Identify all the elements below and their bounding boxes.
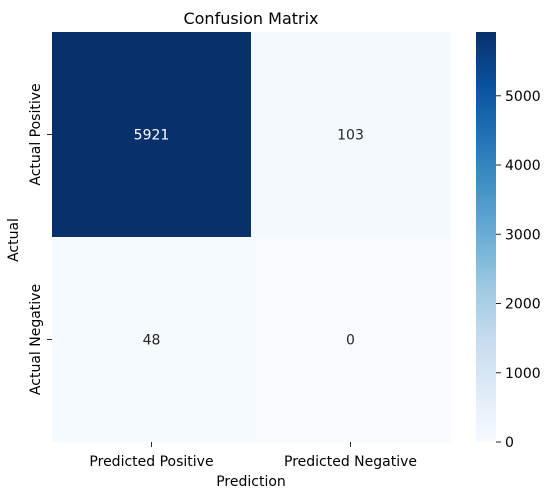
heatmap-cell [52,32,252,238]
heatmap-cells [52,32,451,443]
y-axis-label: Actual [6,218,22,262]
chart-title: Confusion Matrix [183,9,318,28]
cell-value-label: 5921 [134,128,170,144]
colorbar-tick-label: 1000 [505,366,541,382]
colorbar-tick-label: 3000 [505,227,541,243]
y-axis: Actual Positive Actual Negative [28,83,52,395]
cell-value-label: 48 [143,333,161,349]
cell-value-label: 0 [346,333,355,349]
x-tick-label: Predicted Positive [89,454,213,470]
heatmap-cell [251,32,451,238]
colorbar-gradient [476,32,496,442]
colorbar-tick-label: 0 [505,435,514,451]
heatmap-cell-labels: 5921 103 48 0 [134,128,364,349]
heatmap-cell [251,237,451,443]
x-axis-label: Prediction [216,474,286,490]
x-axis: Predicted Positive Predicted Negative [89,442,417,470]
y-tick-label: Actual Positive [28,83,44,185]
colorbar-tick-label: 4000 [505,158,541,174]
x-tick-label: Predicted Negative [284,454,417,470]
colorbar-tick-label: 5000 [505,89,541,105]
y-tick-label: Actual Negative [28,284,44,395]
cell-value-label: 103 [337,128,364,144]
colorbar-tick-label: 2000 [505,297,541,313]
heatmap-cell [52,237,252,443]
colorbar: 0 1000 2000 3000 4000 5000 [476,32,541,451]
